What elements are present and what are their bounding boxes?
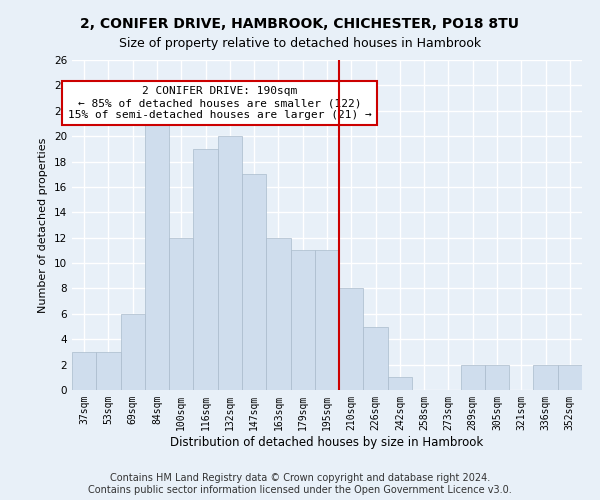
Bar — [145, 124, 169, 390]
X-axis label: Distribution of detached houses by size in Hambrook: Distribution of detached houses by size … — [170, 436, 484, 448]
Text: Size of property relative to detached houses in Hambrook: Size of property relative to detached ho… — [119, 38, 481, 51]
Bar — [169, 238, 193, 390]
Bar — [290, 250, 315, 390]
Bar — [266, 238, 290, 390]
Bar — [218, 136, 242, 390]
Bar — [121, 314, 145, 390]
Text: Contains HM Land Registry data © Crown copyright and database right 2024.
Contai: Contains HM Land Registry data © Crown c… — [88, 474, 512, 495]
Text: 2, CONIFER DRIVE, HAMBROOK, CHICHESTER, PO18 8TU: 2, CONIFER DRIVE, HAMBROOK, CHICHESTER, … — [80, 18, 520, 32]
Bar — [461, 364, 485, 390]
Y-axis label: Number of detached properties: Number of detached properties — [38, 138, 49, 312]
Bar — [242, 174, 266, 390]
Bar — [193, 149, 218, 390]
Bar — [315, 250, 339, 390]
Bar — [72, 352, 96, 390]
Bar — [364, 326, 388, 390]
Bar — [339, 288, 364, 390]
Text: 2 CONIFER DRIVE: 190sqm
← 85% of detached houses are smaller (122)
15% of semi-d: 2 CONIFER DRIVE: 190sqm ← 85% of detache… — [68, 86, 372, 120]
Bar — [96, 352, 121, 390]
Bar — [558, 364, 582, 390]
Bar — [533, 364, 558, 390]
Bar — [388, 378, 412, 390]
Bar — [485, 364, 509, 390]
